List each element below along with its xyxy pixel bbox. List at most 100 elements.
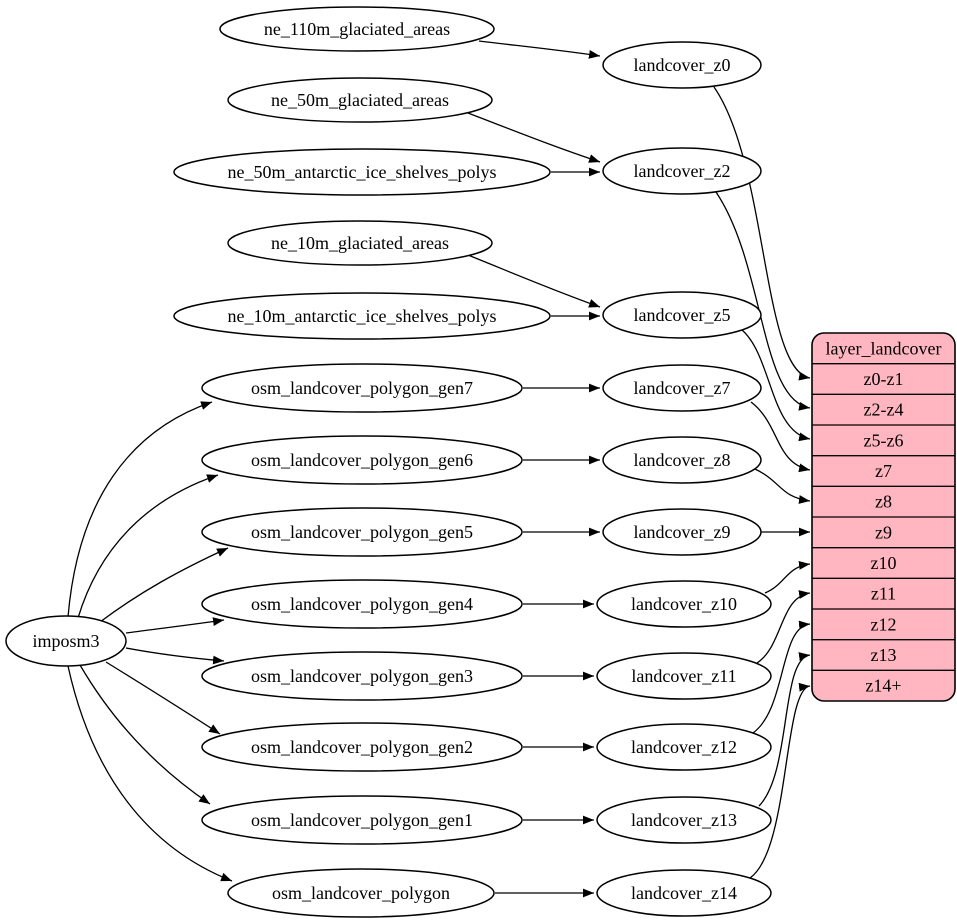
table-row-label-5: z9 <box>875 522 892 542</box>
node-ellipse-landcover_z8 <box>602 436 762 484</box>
edge-imposm3-to-osm_landcover_polygon <box>67 665 233 882</box>
node-ellipse-landcover_z11 <box>596 652 772 700</box>
node-landcover_z5: landcover_z5 <box>602 291 762 339</box>
node-ellipse-osm_landcover_polygon_gen1 <box>201 795 523 845</box>
node-landcover_z8: landcover_z8 <box>602 436 762 484</box>
node-ellipse-landcover_z5 <box>602 291 762 339</box>
table-title: layer_landcover <box>826 338 942 358</box>
node-ellipse-landcover_z10 <box>596 580 772 628</box>
node-ellipse-landcover_z14 <box>596 869 772 917</box>
nodes-layer: imposm3 ne_110m_glaciated_areas ne_50m_gla… <box>5 6 772 918</box>
table-row-label-4: z8 <box>875 492 892 512</box>
node-label-landcover_z10: landcover_z10 <box>631 594 737 614</box>
node-label-osm_landcover_polygon_gen1: osm_landcover_polygon_gen1 <box>251 810 473 830</box>
edge-imposm3-to-osm_landcover_polygon_gen2 <box>105 661 221 735</box>
edge-landcover_z2-to-layer_landcover-z2-z4 <box>715 191 811 411</box>
node-osm_landcover_polygon_gen4: osm_landcover_polygon_gen4 <box>201 579 523 629</box>
node-label-landcover_z12: landcover_z12 <box>631 737 737 757</box>
node-imposm3: imposm3 <box>5 615 127 667</box>
node-label-landcover_z9: landcover_z9 <box>634 522 731 542</box>
node-label-osm_landcover_polygon_gen3: osm_landcover_polygon_gen3 <box>251 666 473 686</box>
edge-landcover_z5-to-layer_landcover-z5-z6 <box>741 329 811 442</box>
edge-imposm3-to-osm_landcover_polygon_gen3 <box>125 647 225 665</box>
table-row-label-8: z12 <box>871 614 897 634</box>
edge-ne_50m_glaciated_areas-to-landcover_z2 <box>467 112 601 163</box>
node-landcover_z2: landcover_z2 <box>602 147 762 195</box>
node-label-osm_landcover_polygon_gen2: osm_landcover_polygon_gen2 <box>251 737 473 757</box>
node-osm_landcover_polygon_gen2: osm_landcover_polygon_gen2 <box>201 722 523 772</box>
table-row-label-7: z11 <box>871 584 896 604</box>
node-ellipse-osm_landcover_polygon <box>227 868 495 918</box>
node-label-osm_landcover_polygon_gen6: osm_landcover_polygon_gen6 <box>251 450 473 470</box>
node-landcover_z9: landcover_z9 <box>602 508 762 556</box>
node-ne_50m_antarctic_ice_shelves_polys: ne_50m_antarctic_ice_shelves_polys <box>173 148 551 196</box>
node-label-landcover_z2: landcover_z2 <box>634 161 731 181</box>
node-ellipse-landcover_z0 <box>602 41 762 89</box>
node-label-landcover_z13: landcover_z13 <box>631 810 737 830</box>
node-ellipse-landcover_z7 <box>602 364 762 412</box>
node-ne_10m_glaciated_areas: ne_10m_glaciated_areas <box>227 220 493 266</box>
node-label-ne_10m_antarctic_ice_shelves_polys: ne_10m_antarctic_ice_shelves_polys <box>228 306 497 326</box>
node-label-osm_landcover_polygon_gen7: osm_landcover_polygon_gen7 <box>251 378 473 398</box>
edge-ne_10m_glaciated_areas-to-landcover_z5 <box>467 254 601 308</box>
node-label-ne_10m_glaciated_areas: ne_10m_glaciated_areas <box>271 233 449 253</box>
node-ellipse-ne_10m_antarctic_ice_shelves_polys <box>173 292 551 340</box>
node-label-osm_landcover_polygon_gen4: osm_landcover_polygon_gen4 <box>251 594 473 614</box>
edge-landcover_z10-to-layer_landcover-z10 <box>764 561 811 594</box>
node-label-imposm3: imposm3 <box>32 631 99 651</box>
node-ellipse-ne_10m_glaciated_areas <box>227 220 493 266</box>
table-row-label-3: z7 <box>875 461 892 481</box>
node-label-landcover_z8: landcover_z8 <box>634 450 731 470</box>
table-row-label-6: z10 <box>871 553 897 573</box>
node-ellipse-osm_landcover_polygon_gen6 <box>201 435 523 485</box>
node-ellipse-osm_landcover_polygon_gen2 <box>201 722 523 772</box>
table-row-label-10: z14+ <box>865 676 901 696</box>
edges-layer <box>67 40 811 898</box>
node-osm_landcover_polygon: osm_landcover_polygon <box>227 868 495 918</box>
edge-ne_110m_glaciated_areas-to-landcover_z0 <box>478 40 601 59</box>
edge-landcover_z13-to-layer_landcover-z13 <box>758 652 811 807</box>
node-label-osm_landcover_polygon_gen5: osm_landcover_polygon_gen5 <box>251 522 473 542</box>
node-ellipse-ne_110m_glaciated_areas <box>219 6 495 52</box>
table-row-label-0: z0-z1 <box>864 369 904 389</box>
node-label-landcover_z11: landcover_z11 <box>631 666 736 686</box>
edge-imposm3-to-osm_landcover_polygon_gen1 <box>79 664 211 805</box>
node-ne_50m_glaciated_areas: ne_50m_glaciated_areas <box>227 77 493 123</box>
node-label-ne_50m_antarctic_ice_shelves_polys: ne_50m_antarctic_ice_shelves_polys <box>228 162 497 182</box>
edge-landcover_z14-to-layer_landcover-z14+ <box>749 682 811 879</box>
node-label-landcover_z14: landcover_z14 <box>631 883 737 903</box>
node-landcover_z0: landcover_z0 <box>602 41 762 89</box>
edge-landcover_z12-to-layer_landcover-z12 <box>752 620 811 734</box>
node-ellipse-landcover_z9 <box>602 508 762 556</box>
node-label-landcover_z7: landcover_z7 <box>634 378 731 398</box>
node-osm_landcover_polygon_gen5: osm_landcover_polygon_gen5 <box>201 507 523 557</box>
edge-landcover_z7-to-layer_landcover-z7 <box>750 401 811 473</box>
table-row-label-9: z13 <box>871 645 897 665</box>
node-label-ne_50m_glaciated_areas: ne_50m_glaciated_areas <box>271 90 449 110</box>
node-ellipse-ne_50m_glaciated_areas <box>227 77 493 123</box>
layer-landcover-table: layer_landcover z0-z1 z2-z4 z5-z6 z7 z8 z9 z10 z… <box>811 332 956 702</box>
node-ellipse-ne_50m_antarctic_ice_shelves_polys <box>173 148 551 196</box>
node-landcover_z7: landcover_z7 <box>602 364 762 412</box>
node-landcover_z11: landcover_z11 <box>596 652 772 700</box>
edge-imposm3-to-osm_landcover_polygon_gen7 <box>67 401 213 618</box>
node-ellipse-landcover_z2 <box>602 147 762 195</box>
node-osm_landcover_polygon_gen3: osm_landcover_polygon_gen3 <box>201 651 523 701</box>
node-ellipse-osm_landcover_polygon_gen5 <box>201 507 523 557</box>
edge-landcover_z8-to-layer_landcover-z8 <box>754 468 811 504</box>
node-osm_landcover_polygon_gen6: osm_landcover_polygon_gen6 <box>201 435 523 485</box>
node-ellipse-osm_landcover_polygon_gen4 <box>201 579 523 629</box>
node-ellipse-osm_landcover_polygon_gen3 <box>201 651 523 701</box>
edge-imposm3-to-osm_landcover_polygon_gen5 <box>99 547 229 623</box>
node-ellipse-landcover_z12 <box>596 723 772 771</box>
node-ne_10m_antarctic_ice_shelves_polys: ne_10m_antarctic_ice_shelves_polys <box>173 292 551 340</box>
node-ellipse-osm_landcover_polygon_gen7 <box>201 363 523 413</box>
node-label-landcover_z0: landcover_z0 <box>634 55 731 75</box>
node-ne_110m_glaciated_areas: ne_110m_glaciated_areas <box>219 6 495 52</box>
node-label-osm_landcover_polygon: osm_landcover_polygon <box>272 883 450 903</box>
edge-imposm3-to-osm_landcover_polygon_gen6 <box>77 474 219 619</box>
node-landcover_z13: landcover_z13 <box>596 796 772 844</box>
node-landcover_z14: landcover_z14 <box>596 869 772 917</box>
